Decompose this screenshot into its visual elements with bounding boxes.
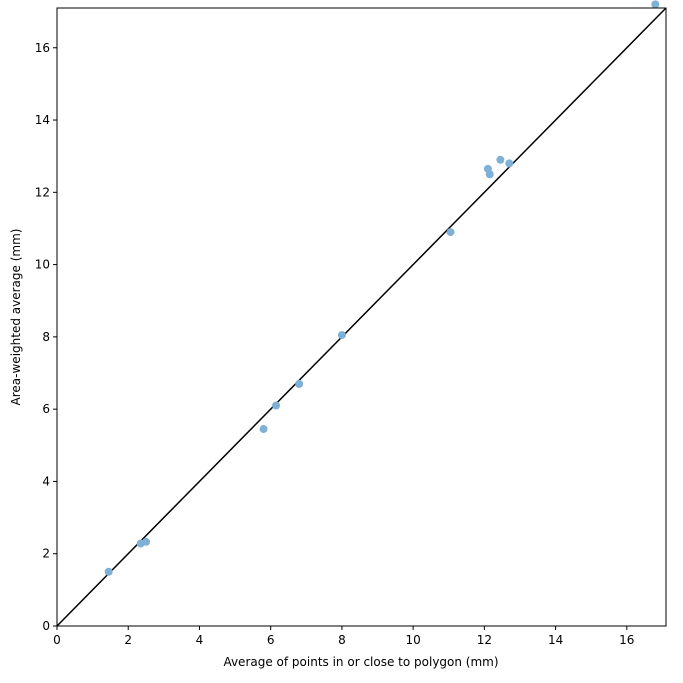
x-tick-label: 16 (619, 633, 634, 647)
point (295, 379, 304, 388)
point (505, 159, 514, 168)
y-tick-label: 8 (42, 330, 50, 344)
point (337, 331, 346, 340)
point (142, 537, 151, 546)
point (259, 425, 268, 434)
x-axis-label: Average of points in or close to polygon… (223, 655, 498, 669)
y-tick-label: 10 (35, 258, 50, 272)
x-tick-label: 4 (196, 633, 204, 647)
x-tick-label: 2 (124, 633, 132, 647)
point (496, 155, 505, 164)
plot-frame (56, 7, 667, 627)
y-tick-label: 16 (35, 41, 50, 55)
y-tick-label: 2 (42, 547, 50, 561)
y-tick-label: 6 (42, 402, 50, 416)
x-tick-label: 6 (267, 633, 275, 647)
x-tick-label: 14 (548, 633, 563, 647)
x-tick-label: 8 (338, 633, 346, 647)
y-tick-label: 0 (42, 619, 50, 633)
y-tick-label: 14 (35, 113, 50, 127)
x-tick-label: 12 (477, 633, 492, 647)
point (272, 401, 281, 410)
x-tick-label: 0 (53, 633, 61, 647)
identity-line (56, 7, 667, 627)
point (651, 0, 660, 9)
point (104, 567, 113, 576)
point (485, 170, 494, 179)
y-tick-label: 12 (35, 185, 50, 199)
y-axis-label: Area-weighted average (mm) (9, 229, 23, 406)
x-tick-label: 10 (405, 633, 420, 647)
y-tick-label: 4 (42, 474, 50, 488)
point (446, 228, 455, 237)
